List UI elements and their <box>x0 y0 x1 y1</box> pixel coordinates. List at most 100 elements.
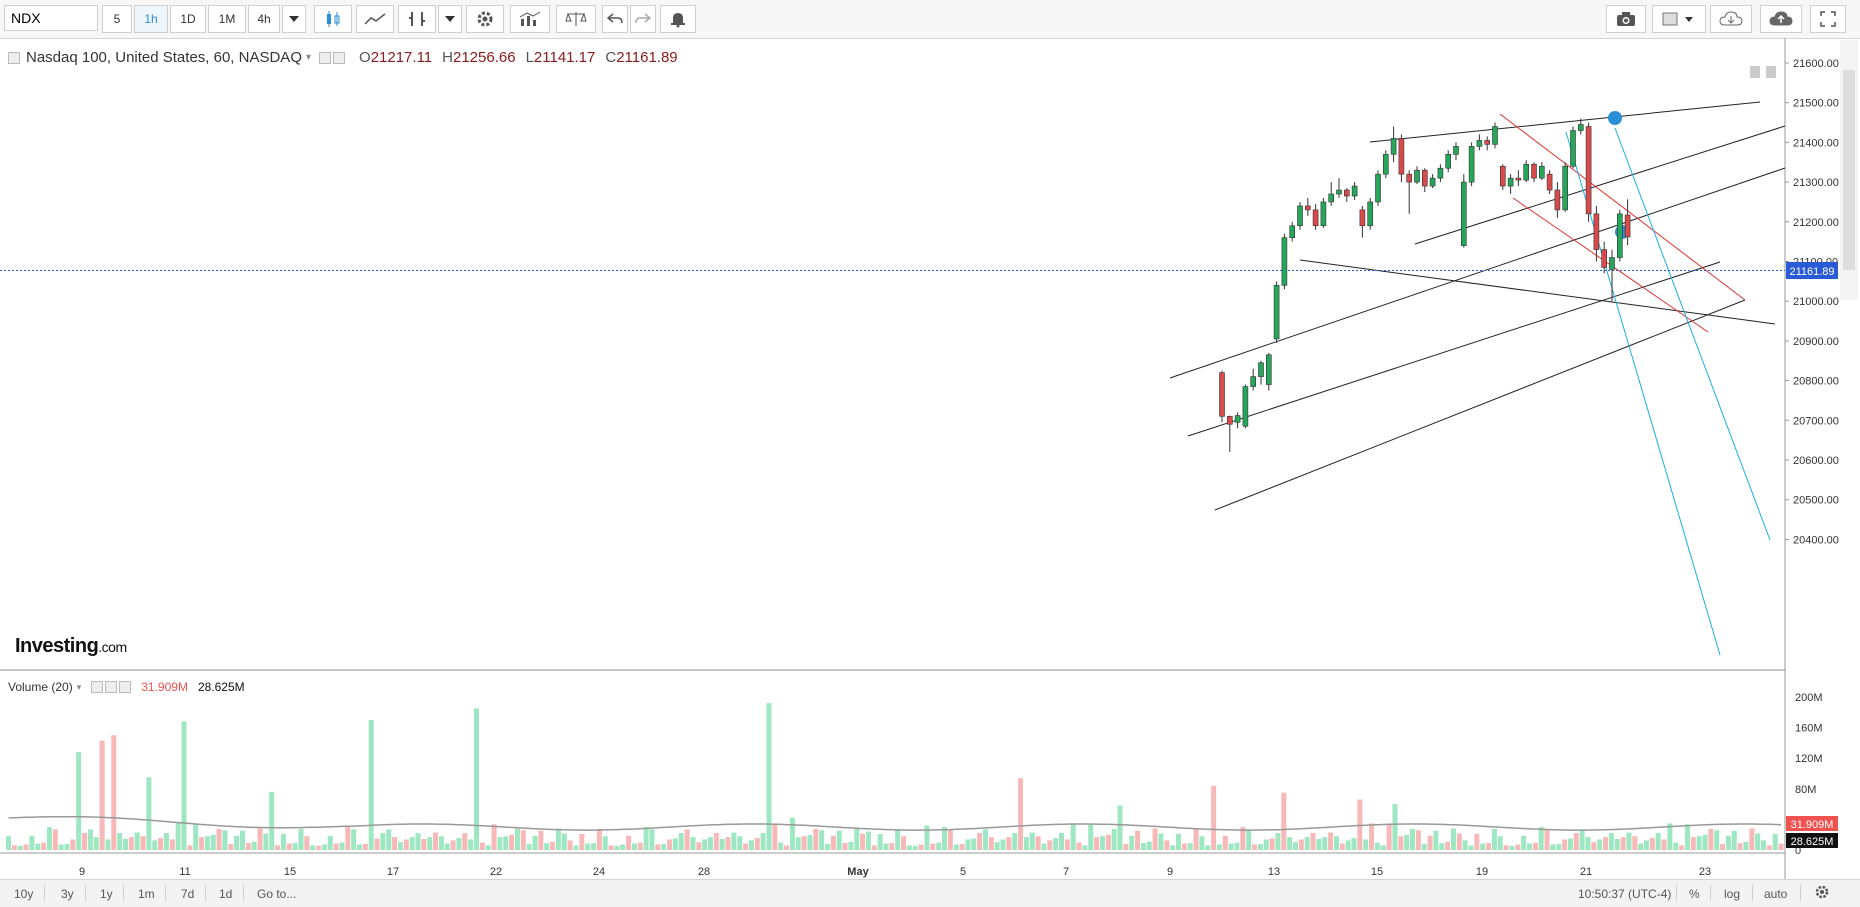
goto-date-button[interactable]: Go to... <box>257 887 297 901</box>
volume-bar[interactable] <box>1527 843 1532 850</box>
volume-bar[interactable] <box>807 834 813 850</box>
volume-bar[interactable] <box>520 830 526 850</box>
volume-bar[interactable] <box>1094 837 1100 850</box>
candle[interactable] <box>1297 201 1303 230</box>
volume-bar[interactable] <box>672 838 678 850</box>
candle[interactable] <box>1250 368 1256 391</box>
candle[interactable] <box>1445 150 1451 173</box>
time-tick-label[interactable]: 7 <box>1063 866 1069 878</box>
volume-bar[interactable] <box>977 833 983 850</box>
volume-bar[interactable] <box>1187 843 1193 850</box>
volume-bar[interactable] <box>1374 842 1380 850</box>
volume-bar[interactable] <box>421 838 427 850</box>
volume-bar[interactable] <box>82 833 88 850</box>
volume-bar[interactable] <box>450 840 456 850</box>
volume-bar[interactable] <box>1755 833 1761 850</box>
price-tick-label[interactable]: 20400.00 <box>1793 534 1839 546</box>
volume-bar[interactable] <box>1240 827 1246 850</box>
candle[interactable] <box>1227 415 1233 453</box>
candle[interactable] <box>1344 188 1350 202</box>
volume-bar[interactable] <box>99 740 105 850</box>
volume-bar[interactable] <box>1620 837 1626 850</box>
volume-bar[interactable] <box>193 824 199 850</box>
volume-bar[interactable] <box>1632 836 1638 850</box>
volume-bar[interactable] <box>93 837 99 850</box>
volume-bar[interactable] <box>813 828 819 850</box>
volume-bar[interactable] <box>1252 844 1258 850</box>
volume-bar[interactable] <box>988 837 994 850</box>
volume-bar[interactable] <box>1684 824 1690 850</box>
volume-bar[interactable] <box>1111 828 1117 850</box>
volume-bar[interactable] <box>128 837 134 850</box>
candle[interactable] <box>1273 281 1280 343</box>
volume-bar[interactable] <box>386 829 392 850</box>
volume-bar[interactable] <box>1766 845 1772 850</box>
range-10y-button[interactable]: 10y <box>14 887 34 901</box>
volume-bar[interactable] <box>1170 845 1176 850</box>
volume-bar[interactable] <box>1655 833 1661 850</box>
volume-bar[interactable] <box>362 844 368 850</box>
volume-bar[interactable] <box>485 845 491 850</box>
volume-bar[interactable] <box>228 844 234 850</box>
volume-bar[interactable] <box>216 828 222 850</box>
volume-bar[interactable] <box>1509 845 1515 850</box>
volume-settings-icon[interactable] <box>105 681 118 693</box>
compare-scale-icon[interactable] <box>556 5 596 33</box>
volume-bar[interactable] <box>602 836 608 850</box>
volume-bar[interactable] <box>158 838 164 850</box>
symbol-search-input[interactable] <box>4 5 98 31</box>
candle[interactable] <box>1609 249 1615 302</box>
volume-bar[interactable] <box>789 817 795 850</box>
volume-bar[interactable] <box>392 837 398 850</box>
volume-bar[interactable] <box>1123 844 1129 850</box>
volume-bar[interactable] <box>310 845 316 850</box>
volume-bar[interactable] <box>374 838 380 850</box>
candle[interactable] <box>1219 370 1225 423</box>
volume-bar[interactable] <box>444 843 450 850</box>
time-tick-label[interactable]: 22 <box>490 866 502 878</box>
volume-bar[interactable] <box>1059 833 1064 850</box>
time-tick-label[interactable]: May <box>847 866 869 878</box>
volume-bar[interactable] <box>251 841 257 850</box>
volume-bar[interactable] <box>1140 843 1146 850</box>
volume-bar[interactable] <box>1316 838 1322 850</box>
volume-bar[interactable] <box>620 844 626 850</box>
volume-bar[interactable] <box>1304 837 1310 850</box>
candle[interactable] <box>1422 168 1428 193</box>
volume-bar[interactable] <box>1029 832 1035 850</box>
volume-bar[interactable] <box>140 836 146 850</box>
price-tick-label[interactable]: 21000.00 <box>1793 296 1839 308</box>
chart-properties-gear-icon[interactable] <box>1815 885 1829 903</box>
volume-bar[interactable] <box>889 843 895 850</box>
volume-bar[interactable] <box>1720 844 1726 850</box>
series-settings-icon[interactable] <box>333 51 346 64</box>
legend-buttons-right[interactable] <box>1750 66 1776 78</box>
volume-bar[interactable] <box>1673 842 1679 850</box>
candle[interactable] <box>1367 197 1373 230</box>
volume-bar[interactable] <box>596 828 602 850</box>
volume-bar[interactable] <box>1392 804 1398 850</box>
volume-bar[interactable] <box>409 837 415 850</box>
volume-bar[interactable] <box>754 838 760 850</box>
candle[interactable] <box>1515 170 1522 187</box>
candle[interactable] <box>1266 352 1272 391</box>
candle[interactable] <box>1414 166 1420 185</box>
cloud-upload-icon[interactable] <box>1760 5 1802 33</box>
candle[interactable] <box>1523 160 1529 183</box>
volume-bar[interactable] <box>930 843 936 850</box>
volume-bar[interactable] <box>479 842 485 850</box>
volume-bar[interactable] <box>1082 845 1088 850</box>
volume-bar[interactable] <box>275 845 281 850</box>
studies-icon[interactable] <box>510 5 550 33</box>
volume-bar[interactable] <box>1006 837 1012 850</box>
candle[interactable] <box>1437 164 1444 183</box>
volume-bar[interactable] <box>830 835 836 850</box>
range-1y-button[interactable]: 1y <box>100 887 113 901</box>
volume-bar[interactable] <box>222 830 228 850</box>
volume-bar[interactable] <box>23 844 29 850</box>
volume-bar[interactable] <box>339 842 345 850</box>
volume-bar[interactable] <box>713 833 719 850</box>
volume-bar[interactable] <box>591 843 596 850</box>
volume-bar[interactable] <box>1035 836 1041 850</box>
range-1m-button[interactable]: 1m <box>138 887 155 901</box>
